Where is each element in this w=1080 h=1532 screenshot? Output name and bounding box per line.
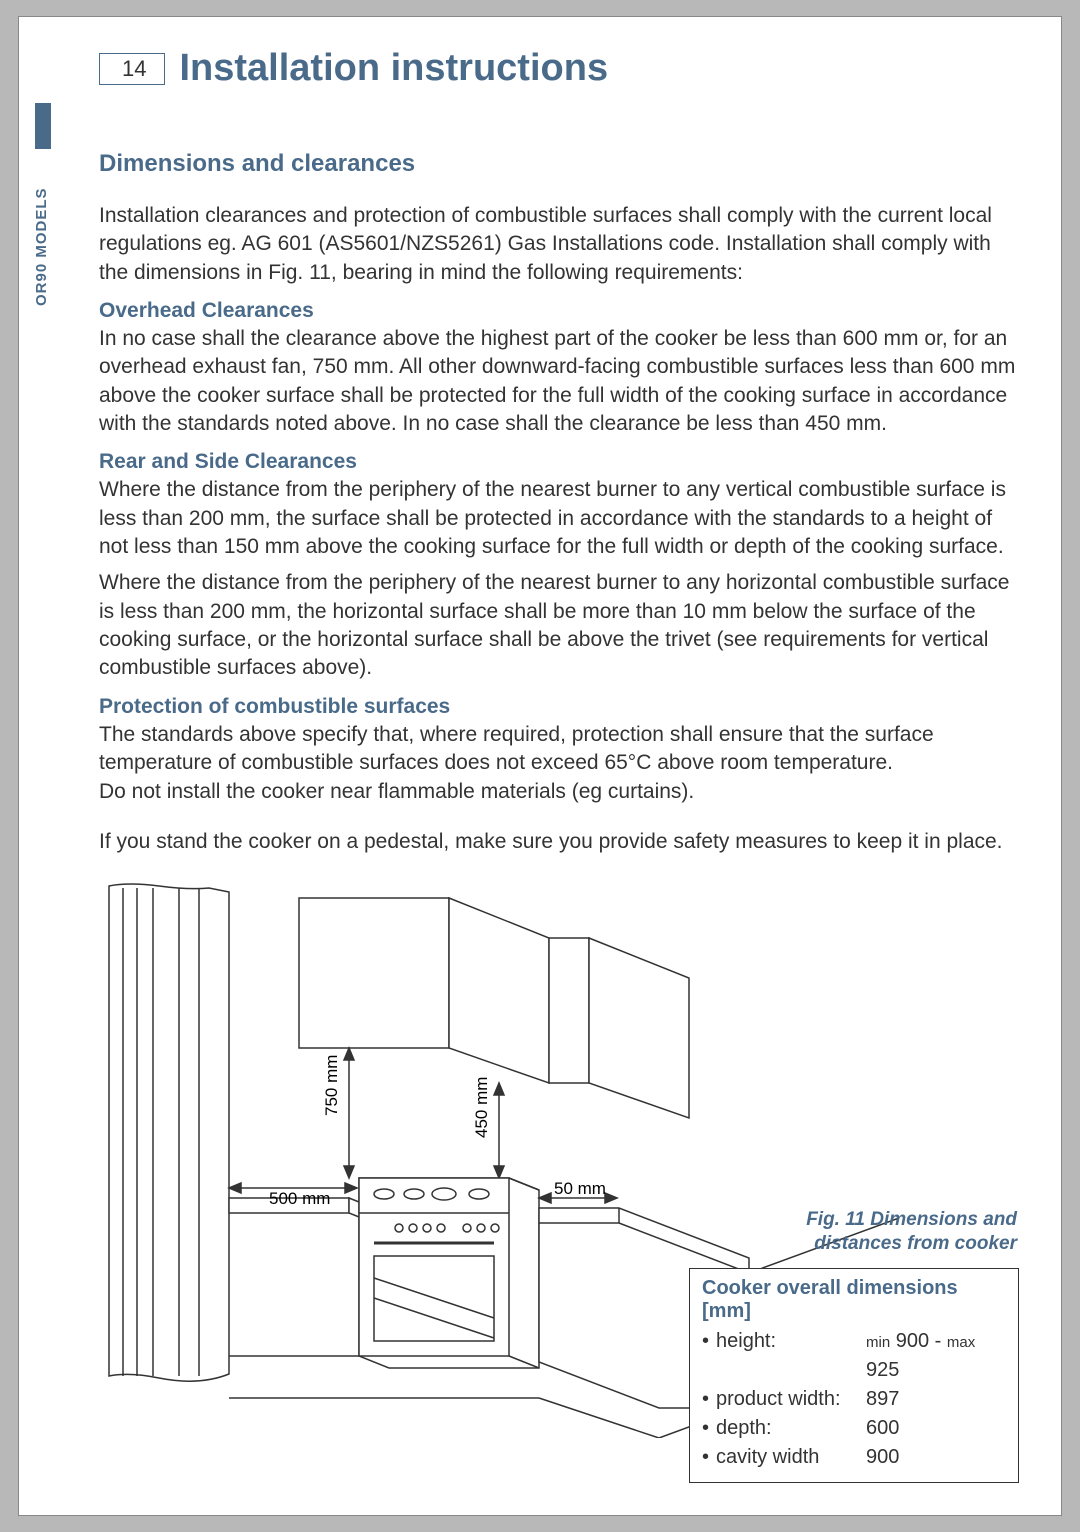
dim-cavity-value: 900 — [866, 1443, 1006, 1472]
dim-50-label: 50 mm — [554, 1179, 606, 1198]
protection-p2: Do not install the cooker near flammable… — [99, 778, 1021, 806]
page: OR90 MODELS 14 Installation instructions… — [18, 16, 1062, 1516]
dim-depth-value: 600 — [866, 1414, 1006, 1443]
table-row: • cavity width 900 — [702, 1443, 1006, 1472]
dim-500-label: 500 mm — [269, 1189, 330, 1208]
dimensions-table-title: Cooker overall dimensions [mm] — [702, 1277, 1006, 1323]
dimensions-table: Cooker overall dimensions [mm] • height:… — [689, 1268, 1019, 1483]
dim-width-value: 897 — [866, 1385, 1006, 1414]
dim-750-label: 750 mm — [322, 1055, 341, 1116]
rear-side-p1: Where the distance from the periphery of… — [99, 476, 1021, 561]
dim-450-label: 450 mm — [472, 1077, 491, 1138]
rear-side-p2: Where the distance from the periphery of… — [99, 569, 1021, 682]
page-title: Installation instructions — [179, 47, 608, 90]
rear-side-heading: Rear and Side Clearances — [99, 450, 1021, 474]
page-number-box: 14 — [99, 53, 165, 85]
dim-height-value: min 900 - max 925 — [866, 1327, 1006, 1385]
dim-height-label: height: — [716, 1327, 866, 1356]
table-row: • product width: 897 — [702, 1385, 1006, 1414]
section-title: Dimensions and clearances — [99, 150, 1021, 178]
table-row: • height: min 900 - max 925 — [702, 1327, 1006, 1385]
dim-width-label: product width: — [716, 1385, 866, 1414]
content: 14 Installation instructions Dimensions … — [99, 47, 1021, 1448]
dim-cavity-label: cavity width — [716, 1443, 866, 1472]
intro-text: Installation clearances and protection o… — [99, 202, 1021, 287]
protection-p1: The standards above specify that, where … — [99, 721, 1021, 778]
figure-caption: Fig. 11 Dimensions and distances from co… — [787, 1208, 1017, 1256]
overhead-heading: Overhead Clearances — [99, 299, 1021, 323]
overhead-text: In no case shall the clearance above the… — [99, 325, 1021, 438]
protection-heading: Protection of combustible surfaces — [99, 695, 1021, 719]
page-header: 14 Installation instructions — [99, 47, 1021, 90]
sidebar-tab — [35, 103, 51, 149]
dim-depth-label: depth: — [716, 1414, 866, 1443]
sidebar-model-label: OR90 MODELS — [33, 177, 53, 317]
figure-area: 750 mm 450 mm 500 mm 50 mm Fig. 11 Dimen… — [99, 878, 1021, 1448]
pedestal-text: If you stand the cooker on a pedestal, m… — [99, 828, 1021, 856]
table-row: • depth: 600 — [702, 1414, 1006, 1443]
